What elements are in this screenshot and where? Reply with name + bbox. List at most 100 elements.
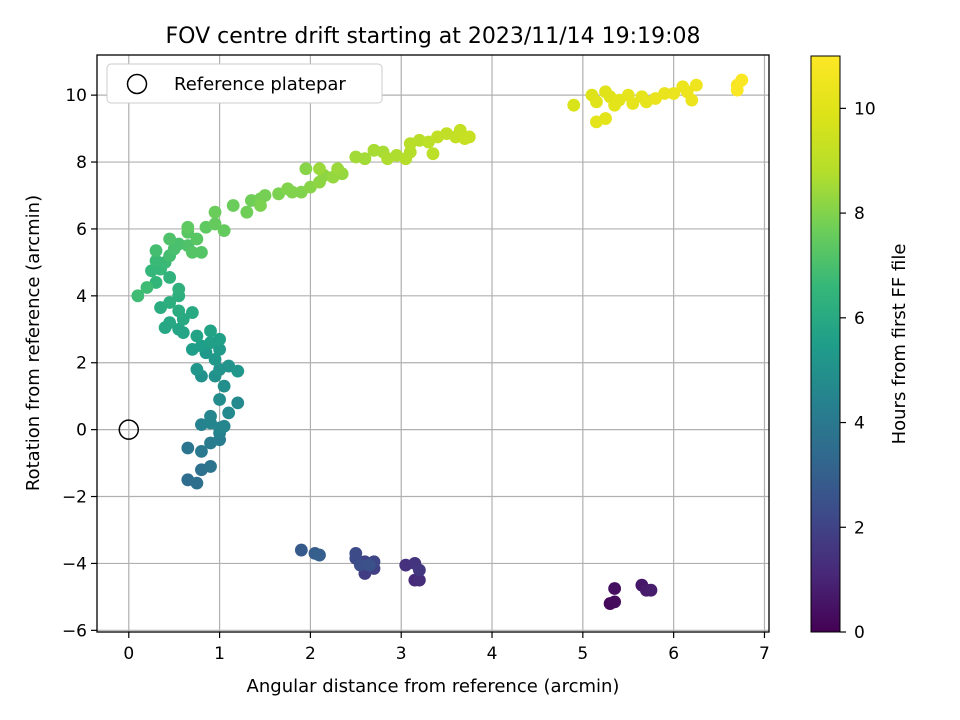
data-point xyxy=(331,162,345,176)
data-point xyxy=(349,546,363,560)
data-point xyxy=(590,95,603,109)
data-point xyxy=(181,441,195,455)
plot-area-frame xyxy=(96,54,770,633)
colorbar-tick-label: 2 xyxy=(854,518,865,538)
data-point xyxy=(217,419,231,433)
data-point xyxy=(131,289,145,303)
data-point xyxy=(195,245,208,259)
y-tick-label: 10 xyxy=(65,86,87,106)
data-point xyxy=(689,78,703,92)
colorbar-tick-label: 0 xyxy=(854,623,865,643)
x-tick-label: 7 xyxy=(759,644,770,664)
colorbar-tick-label: 10 xyxy=(854,99,876,119)
data-point xyxy=(258,189,272,202)
data-point xyxy=(730,83,744,97)
data-point xyxy=(685,93,699,107)
colorbar-ticks: 0 2 4 6 8 10 xyxy=(840,99,876,643)
data-point xyxy=(231,364,245,378)
data-point xyxy=(172,304,186,318)
data-point xyxy=(353,558,367,572)
data-point xyxy=(644,583,658,597)
data-point xyxy=(149,244,163,258)
data-point xyxy=(313,548,326,562)
grid-lines xyxy=(97,55,769,632)
data-point xyxy=(163,271,177,284)
data-point xyxy=(222,406,236,420)
y-tick-label: 2 xyxy=(76,354,87,374)
data-point xyxy=(567,98,581,112)
data-point xyxy=(599,112,612,125)
y-tick-label: 6 xyxy=(76,220,87,240)
legend-marker xyxy=(126,73,148,95)
x-tick-label: 6 xyxy=(668,644,679,664)
y-tick-label: −6 xyxy=(62,621,87,641)
x-tick-label: 0 xyxy=(123,644,134,664)
y-tick-label: 8 xyxy=(76,153,87,173)
x-axis-ticks: 0 1 2 3 4 5 6 7 xyxy=(123,632,770,664)
data-point xyxy=(231,396,245,410)
data-point xyxy=(217,224,231,238)
data-point xyxy=(163,316,177,329)
data-point xyxy=(172,322,186,336)
data-point xyxy=(735,73,749,87)
data-point xyxy=(208,352,222,366)
data-point xyxy=(185,306,199,319)
y-axis-ticks: −6 −4 −2 0 2 4 6 8 10 xyxy=(62,86,97,641)
data-point xyxy=(363,558,376,572)
x-tick-label: 3 xyxy=(396,644,407,664)
scatter-points xyxy=(118,73,749,610)
reference-point-marker xyxy=(118,419,140,440)
data-point xyxy=(163,296,177,309)
chart-title: FOV centre drift starting at 2023/11/14 … xyxy=(166,24,701,49)
colorbar xyxy=(810,55,841,633)
data-point xyxy=(190,232,204,246)
data-point xyxy=(172,282,186,296)
data-point xyxy=(313,162,326,176)
data-point xyxy=(190,329,204,343)
data-point xyxy=(208,205,222,219)
data-point xyxy=(412,573,426,587)
colorbar-tick-label: 4 xyxy=(854,414,865,434)
y-axis-label: Rotation from reference (arcmin) xyxy=(23,195,44,491)
x-tick-label: 5 xyxy=(577,644,588,664)
data-point xyxy=(213,342,226,356)
data-point xyxy=(285,185,299,199)
data-point xyxy=(190,476,204,490)
colorbar-label: Hours from first FF file xyxy=(889,244,910,445)
data-point xyxy=(213,332,226,346)
data-point xyxy=(294,543,308,557)
data-point xyxy=(658,87,671,100)
data-point xyxy=(626,97,640,110)
data-point xyxy=(412,563,426,577)
data-point xyxy=(204,460,217,473)
legend: Reference platepar xyxy=(106,63,383,104)
x-axis-label: Angular distance from reference (arcmin) xyxy=(247,676,620,697)
colorbar-tick-label: 8 xyxy=(854,204,865,224)
colorbar-tick-label: 6 xyxy=(854,309,865,329)
data-point xyxy=(190,363,204,376)
data-point xyxy=(140,281,154,294)
legend-label: Reference platepar xyxy=(174,74,346,95)
x-tick-label: 4 xyxy=(487,644,498,664)
data-point xyxy=(208,217,222,231)
data-point xyxy=(240,205,254,219)
data-point xyxy=(213,393,226,406)
data-point xyxy=(185,342,199,356)
data-point xyxy=(195,444,208,458)
y-tick-label: −4 xyxy=(62,554,87,574)
x-tick-label: 1 xyxy=(214,644,225,664)
data-point xyxy=(608,582,622,595)
data-point xyxy=(163,232,177,246)
data-point xyxy=(254,199,267,212)
data-point xyxy=(185,245,199,259)
data-point xyxy=(204,324,217,338)
data-point xyxy=(608,595,622,609)
data-point xyxy=(426,147,440,161)
data-point xyxy=(181,220,195,234)
y-tick-label: −2 xyxy=(62,488,87,508)
data-point xyxy=(217,379,231,393)
legend-box xyxy=(106,63,383,104)
data-point xyxy=(204,409,217,423)
y-tick-label: 0 xyxy=(76,421,87,441)
data-point xyxy=(667,87,681,100)
